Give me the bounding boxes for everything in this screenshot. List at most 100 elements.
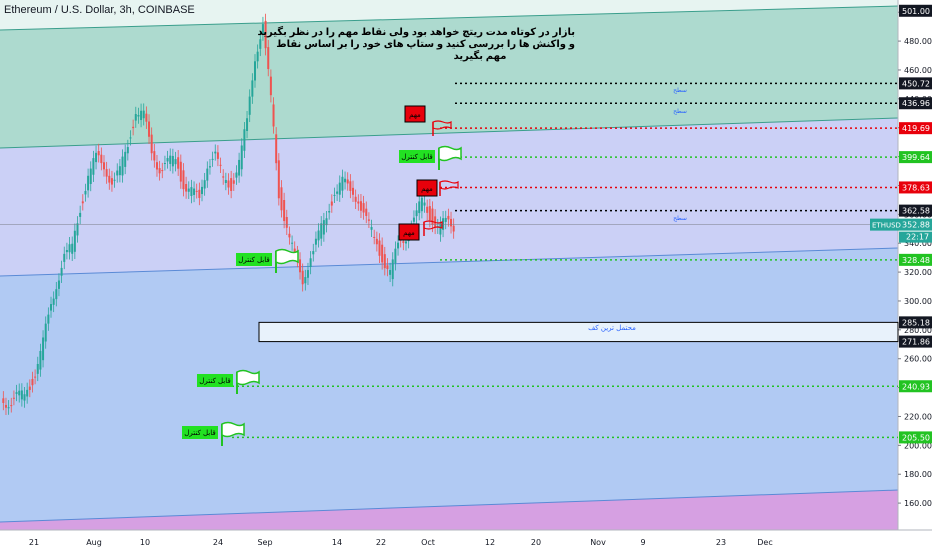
candle-body <box>137 114 140 117</box>
candle-body <box>277 160 280 199</box>
x-tick-label: Nov <box>590 538 606 547</box>
candle-body <box>251 80 254 97</box>
candle-body <box>92 158 95 175</box>
y-tick-label: 280.00 <box>904 326 932 335</box>
y-tick-label: 480.00 <box>904 37 932 46</box>
candle-body <box>224 179 227 183</box>
red-flag-icon <box>423 220 443 230</box>
candle-body <box>36 363 39 374</box>
candle-body <box>375 238 378 245</box>
candle-body <box>442 218 445 230</box>
candle-body <box>79 212 82 217</box>
candle-body <box>121 156 124 176</box>
support-zone-label: محتمل ترین کف <box>588 324 636 332</box>
candle-body <box>169 155 172 164</box>
candle-body <box>166 158 169 162</box>
symbol-badge-label: ETHUSD <box>872 222 901 230</box>
green-flag-icon <box>438 145 462 162</box>
candle-body <box>291 242 294 244</box>
candle-body <box>26 389 29 397</box>
channel-line <box>0 5 899 31</box>
candle-body <box>431 208 434 225</box>
candle-body <box>404 241 407 244</box>
candle-body <box>447 215 450 220</box>
candle-body <box>383 254 386 269</box>
candle-body <box>113 179 116 181</box>
candle-body <box>108 175 111 183</box>
candle-body <box>439 223 442 235</box>
candle-body <box>18 390 21 396</box>
channel-band <box>0 6 898 148</box>
candle-body <box>333 194 336 196</box>
candle-body <box>15 392 18 394</box>
candle-body <box>208 166 211 168</box>
candle-body <box>203 180 206 189</box>
candle-body <box>23 394 26 401</box>
x-tick-label: 21 <box>29 538 39 547</box>
price-axis-label: 436.96 <box>902 99 930 108</box>
x-tick-label: Oct <box>421 538 435 547</box>
candle-body <box>118 166 121 176</box>
y-tick-label: 300.00 <box>904 297 932 306</box>
candle-body <box>132 126 135 129</box>
candle-body <box>452 225 455 232</box>
candle-body <box>314 238 317 245</box>
candle-body <box>354 196 357 202</box>
candle-body <box>402 241 405 243</box>
price-axis-label-bg <box>899 380 932 393</box>
analysis-note-line: بازار در کوتاه مدت ریتچ خواهد بود ولی نق… <box>257 27 575 38</box>
candle-body <box>148 121 151 137</box>
candle-body <box>256 51 259 62</box>
candle-body <box>7 407 10 409</box>
candle-body <box>142 110 145 119</box>
y-tick-label: 260.00 <box>904 355 932 364</box>
candle-body <box>362 203 365 213</box>
candle-body <box>336 191 339 194</box>
candle-body <box>100 154 103 164</box>
candle-body <box>341 176 344 191</box>
candle-body <box>365 208 368 216</box>
candle-body <box>214 151 217 154</box>
candle-body <box>20 390 23 400</box>
candle-body <box>370 226 373 230</box>
price-axis-label-bg <box>899 218 932 231</box>
candle-body <box>306 270 309 278</box>
candle-body <box>328 211 331 213</box>
candle-body <box>187 188 190 192</box>
candle-body <box>317 230 320 241</box>
controllable-box <box>182 426 218 439</box>
candle-body <box>190 187 193 196</box>
candle-body <box>39 350 42 370</box>
candle-body <box>344 178 347 183</box>
candle-body <box>264 20 267 49</box>
candle-body <box>206 168 209 181</box>
candle-body <box>248 96 251 115</box>
candle-body <box>267 47 270 70</box>
candle-body <box>76 223 79 236</box>
important-label: مهم <box>403 229 415 237</box>
candle-body <box>201 186 204 195</box>
candle-body <box>71 243 74 254</box>
price-axis-label-bg <box>899 181 932 194</box>
candle-body <box>182 170 185 190</box>
candle-body <box>423 202 426 206</box>
important-label: مهم <box>421 185 433 193</box>
candle-body <box>304 277 307 284</box>
y-tick-label: 340.00 <box>904 239 932 248</box>
candle-body <box>346 179 349 184</box>
level-tag: سطح <box>673 108 687 115</box>
level-tag: سطح <box>673 215 687 222</box>
candle-body <box>73 230 76 252</box>
candle-body <box>174 159 177 165</box>
candle-body <box>312 251 315 255</box>
price-axis-label-bg <box>899 4 932 17</box>
y-tick-label: 180.00 <box>904 470 932 479</box>
important-label: مهم <box>409 111 421 119</box>
candle-body <box>185 184 188 192</box>
price-axis-label: 240.93 <box>902 382 930 391</box>
y-tick-label: 160.00 <box>904 499 932 508</box>
candle-body <box>434 216 437 227</box>
price-axis-label-bg <box>899 431 932 444</box>
